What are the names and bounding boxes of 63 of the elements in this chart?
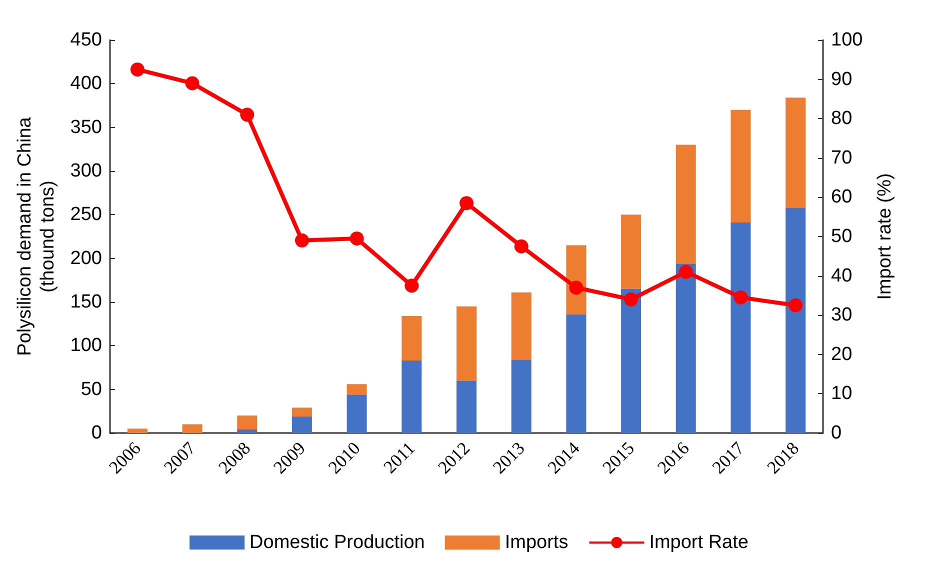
y-tick-label: 450 <box>70 30 102 50</box>
y-tick-label: 300 <box>70 160 102 182</box>
legend-label: Imports <box>504 532 568 553</box>
bar <box>237 416 258 430</box>
bar <box>511 292 532 360</box>
y-tick-label: 400 <box>70 73 102 94</box>
y2-tick-label: 60 <box>831 186 852 208</box>
bar <box>566 314 586 433</box>
y2-tick-label: 30 <box>831 304 852 326</box>
bar <box>346 384 367 395</box>
point <box>734 290 748 304</box>
bar <box>786 98 806 208</box>
point <box>240 108 254 122</box>
bar <box>402 360 422 433</box>
y2-tick-label: 20 <box>831 344 852 365</box>
y-tick-label: 50 <box>80 378 102 400</box>
bar <box>127 428 148 433</box>
y2-tick-label: 40 <box>831 265 852 286</box>
point <box>460 196 474 210</box>
bar <box>237 430 258 433</box>
point <box>185 76 200 90</box>
point <box>514 239 528 254</box>
bar <box>346 394 367 433</box>
y2-tick-label: 90 <box>831 68 852 90</box>
point <box>294 233 309 248</box>
point <box>788 298 803 312</box>
y-tick-label: 250 <box>70 204 102 226</box>
bar <box>402 316 422 361</box>
bar <box>786 208 806 433</box>
y-tick-label: 200 <box>70 248 102 269</box>
point <box>130 62 144 76</box>
bar <box>182 424 202 433</box>
y2-tick-label: 50 <box>831 226 852 247</box>
y-tick-label: 100 <box>70 335 102 356</box>
y2-tick-label: 70 <box>831 147 852 168</box>
y-tick-label: 350 <box>70 116 102 138</box>
bar <box>621 214 642 289</box>
bar <box>730 110 751 223</box>
y-tick-label: 150 <box>70 292 102 312</box>
bar <box>676 144 696 264</box>
y-axis-title: Polysilicon demand in China (thound tons) <box>14 116 58 356</box>
legend-label: Domestic Production <box>250 532 425 553</box>
bar <box>292 416 312 433</box>
bar <box>456 380 476 433</box>
bar <box>730 222 751 433</box>
y2-tick-label: 10 <box>831 383 852 404</box>
x-tick-label: 2011 <box>380 438 419 478</box>
y2-tick-label: 100 <box>831 30 863 50</box>
point <box>569 280 584 295</box>
point <box>350 231 364 246</box>
point <box>624 292 638 306</box>
y2-axis-title: Import rate (%) <box>874 173 896 300</box>
legend-label: Import Rate <box>649 532 748 553</box>
bar <box>676 264 696 433</box>
point <box>404 278 419 293</box>
point <box>678 264 693 279</box>
y2-tick-label: 80 <box>831 108 852 130</box>
bar <box>621 288 642 433</box>
bar <box>511 360 532 433</box>
bar <box>456 306 476 381</box>
y-tick-label: 0 <box>91 422 102 444</box>
bar <box>292 408 312 416</box>
y2-tick-label: 0 <box>831 422 842 444</box>
